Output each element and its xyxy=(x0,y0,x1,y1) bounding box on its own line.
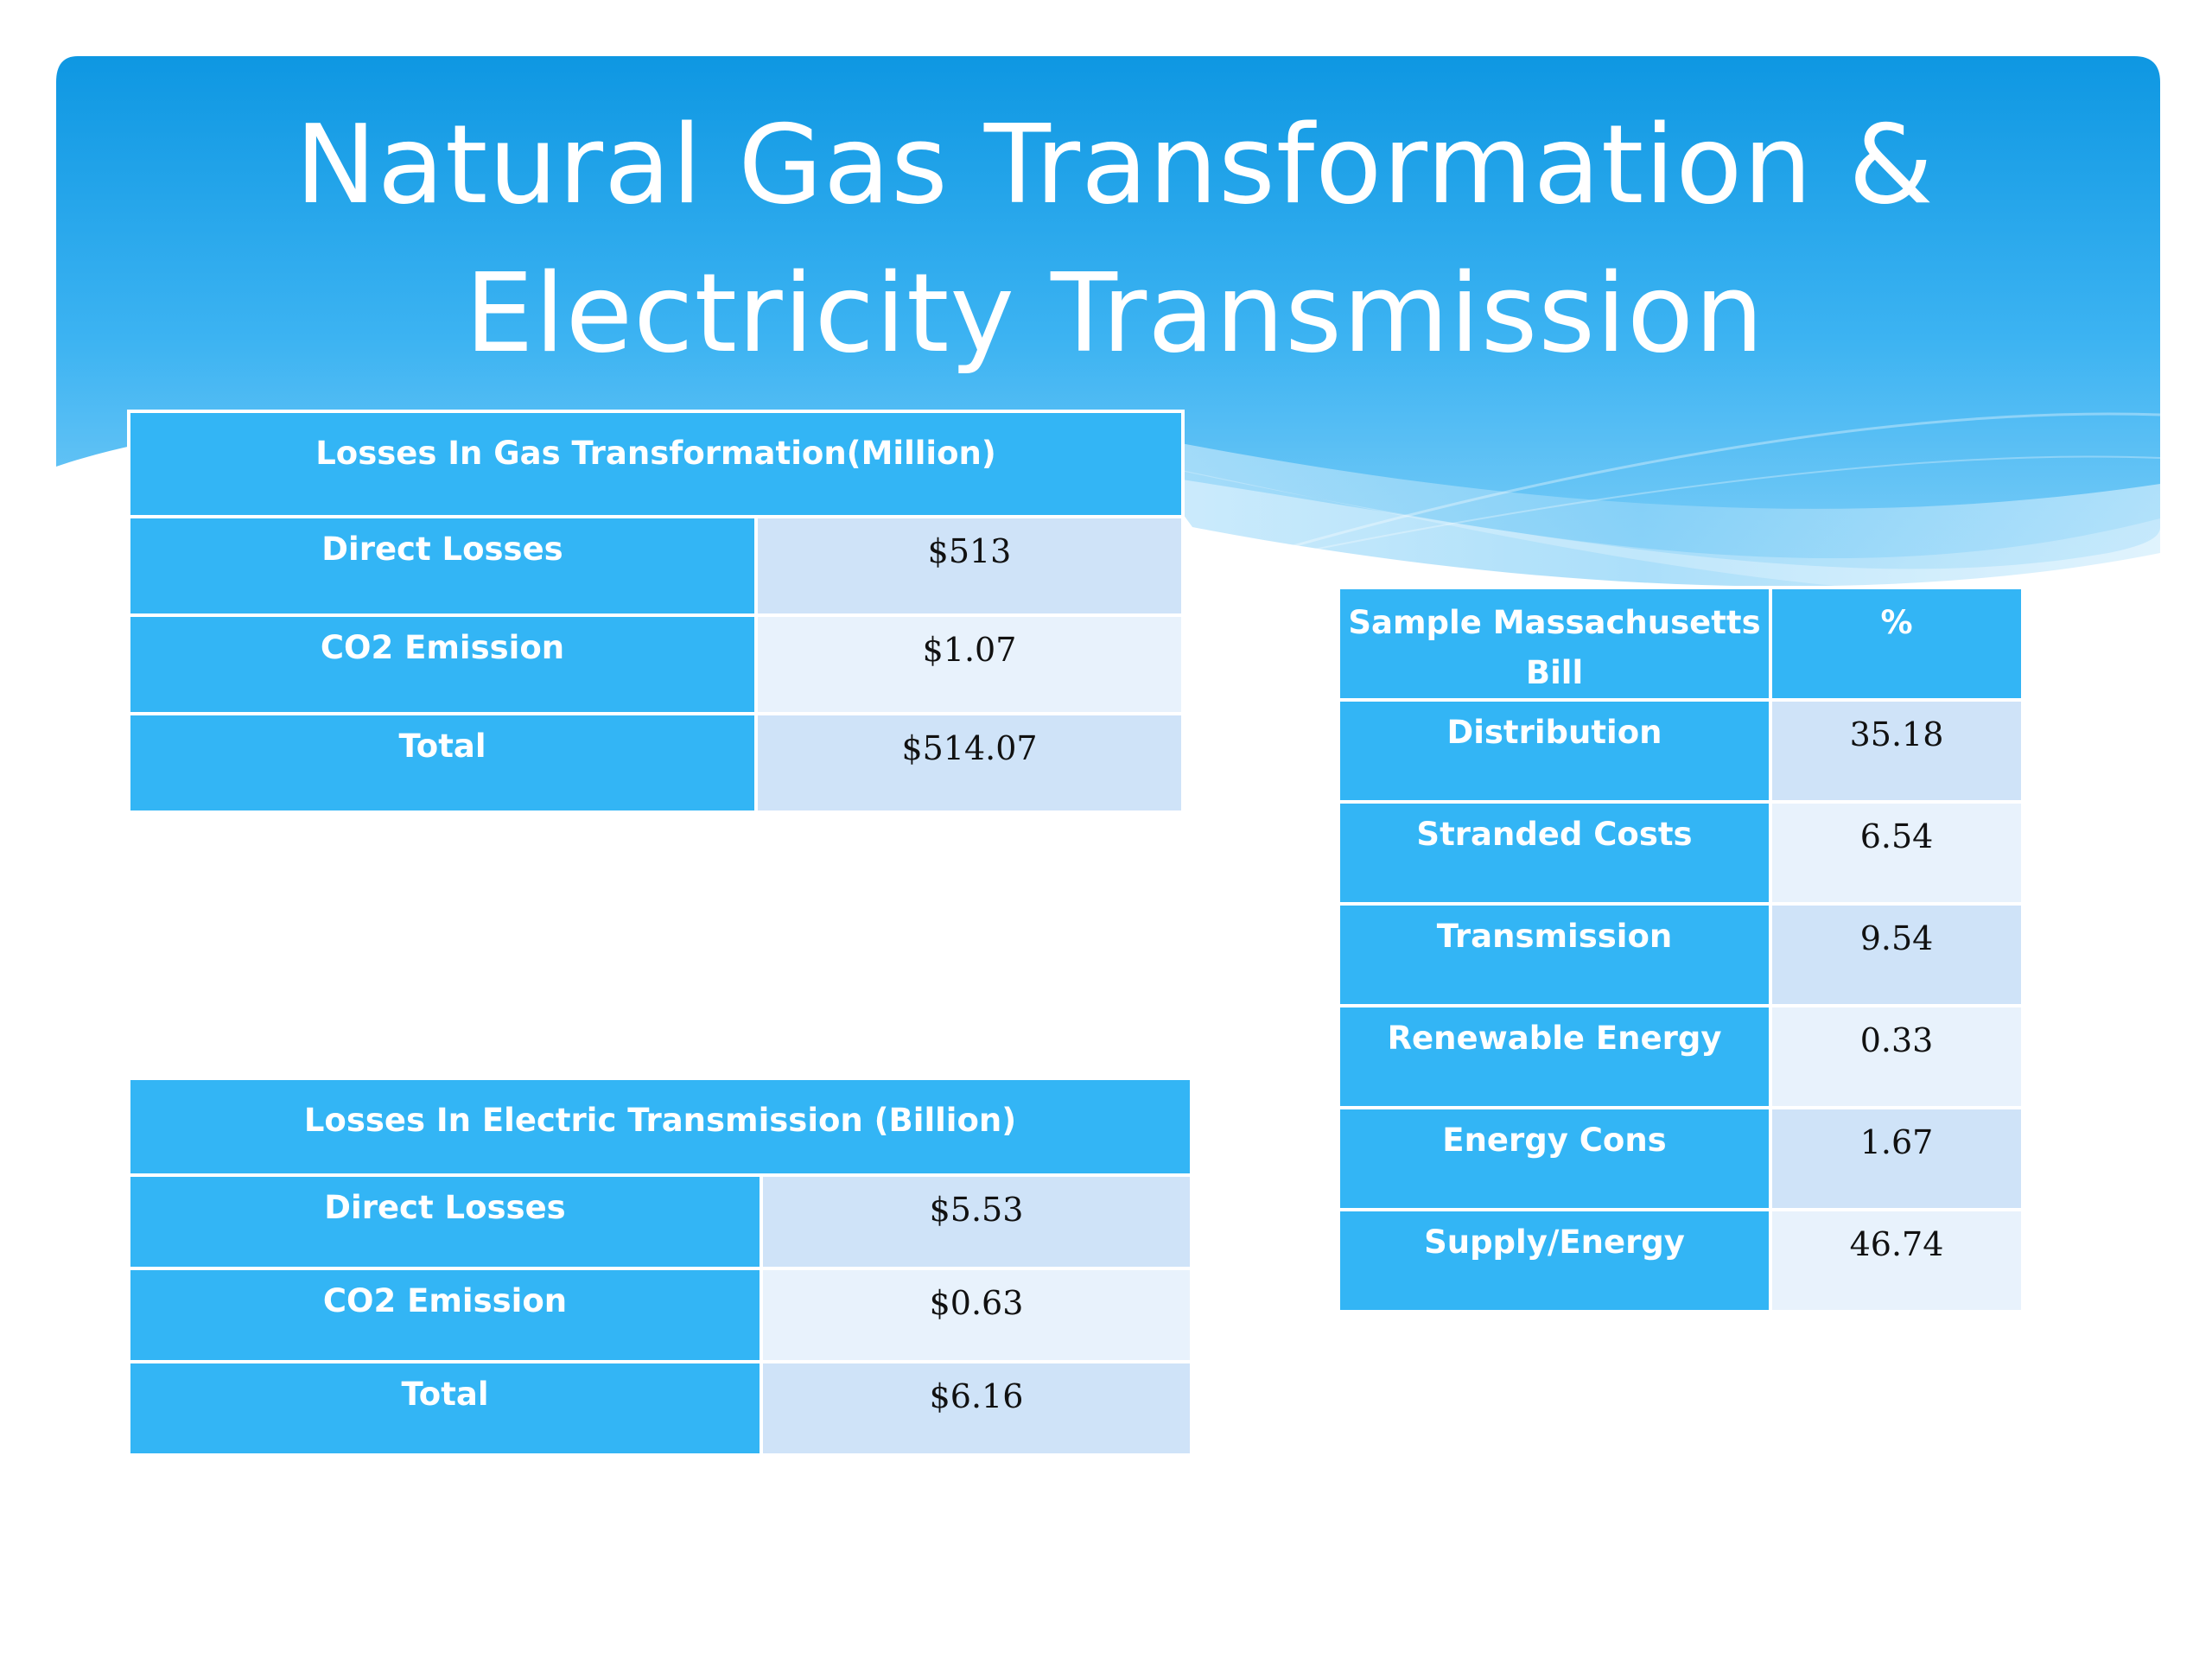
table-row: Direct Losses $5.53 xyxy=(130,1177,1191,1267)
electric-losses-table: Losses In Electric Transmission (Billion… xyxy=(127,1077,1194,1457)
row-label: Distribution xyxy=(1340,702,1769,800)
table-row: Direct Losses $513 xyxy=(130,518,1182,613)
table-row: Energy Cons 1.67 xyxy=(1340,1109,2021,1208)
row-value: $513 xyxy=(758,518,1182,613)
title-line-1: Natural Gas Transformation & xyxy=(295,101,1935,228)
electric-table-header: Losses In Electric Transmission (Billion… xyxy=(130,1080,1191,1173)
row-label: Energy Cons xyxy=(1340,1109,1769,1208)
row-value: 0.33 xyxy=(1772,1007,2021,1106)
table-row: CO2 Emission $1.07 xyxy=(130,617,1182,712)
table-row: Total $514.07 xyxy=(130,715,1182,810)
row-label: Supply/Energy xyxy=(1340,1211,1769,1310)
row-label: Total xyxy=(130,715,754,810)
row-value: $1.07 xyxy=(758,617,1182,712)
table-row: Supply/Energy 46.74 xyxy=(1340,1211,2021,1310)
table-header-row: Sample Massachusetts Bill % xyxy=(1340,589,2021,698)
row-label: Transmission xyxy=(1340,906,1769,1004)
row-value: 46.74 xyxy=(1772,1211,2021,1310)
row-value: 35.18 xyxy=(1772,702,2021,800)
massachusetts-bill-table: Sample Massachusetts Bill % Distribution… xyxy=(1337,586,2024,1313)
row-value: $5.53 xyxy=(763,1177,1191,1267)
row-label: Renewable Energy xyxy=(1340,1007,1769,1106)
row-value: 6.54 xyxy=(1772,804,2021,902)
row-value: $0.63 xyxy=(763,1270,1191,1360)
table-row: Distribution 35.18 xyxy=(1340,702,2021,800)
bill-table-header-percent: % xyxy=(1772,589,2021,698)
row-label: CO2 Emission xyxy=(130,1270,760,1360)
table-row: Stranded Costs 6.54 xyxy=(1340,804,2021,902)
table-row: CO2 Emission $0.63 xyxy=(130,1270,1191,1360)
row-label: Direct Losses xyxy=(130,518,754,613)
table-header-row: Losses In Gas Transformation(Million) xyxy=(130,413,1182,515)
bill-table-header-label: Sample Massachusetts Bill xyxy=(1340,589,1769,698)
table-header-row: Losses In Electric Transmission (Billion… xyxy=(130,1080,1191,1173)
table-row: Renewable Energy 0.33 xyxy=(1340,1007,2021,1106)
row-label: Stranded Costs xyxy=(1340,804,1769,902)
slide-title: Natural Gas Transformation & Electricity… xyxy=(173,91,2056,388)
row-value: 1.67 xyxy=(1772,1109,2021,1208)
title-line-2: Electricity Transmission xyxy=(465,250,1764,377)
gas-losses-table: Losses In Gas Transformation(Million) Di… xyxy=(127,410,1185,814)
row-label: Direct Losses xyxy=(130,1177,760,1267)
row-value: $514.07 xyxy=(758,715,1182,810)
row-value: $6.16 xyxy=(763,1363,1191,1453)
table-row: Transmission 9.54 xyxy=(1340,906,2021,1004)
gas-table-header: Losses In Gas Transformation(Million) xyxy=(130,413,1182,515)
row-value: 9.54 xyxy=(1772,906,2021,1004)
row-label: CO2 Emission xyxy=(130,617,754,712)
row-label: Total xyxy=(130,1363,760,1453)
table-row: Total $6.16 xyxy=(130,1363,1191,1453)
banner-background xyxy=(56,56,2161,596)
